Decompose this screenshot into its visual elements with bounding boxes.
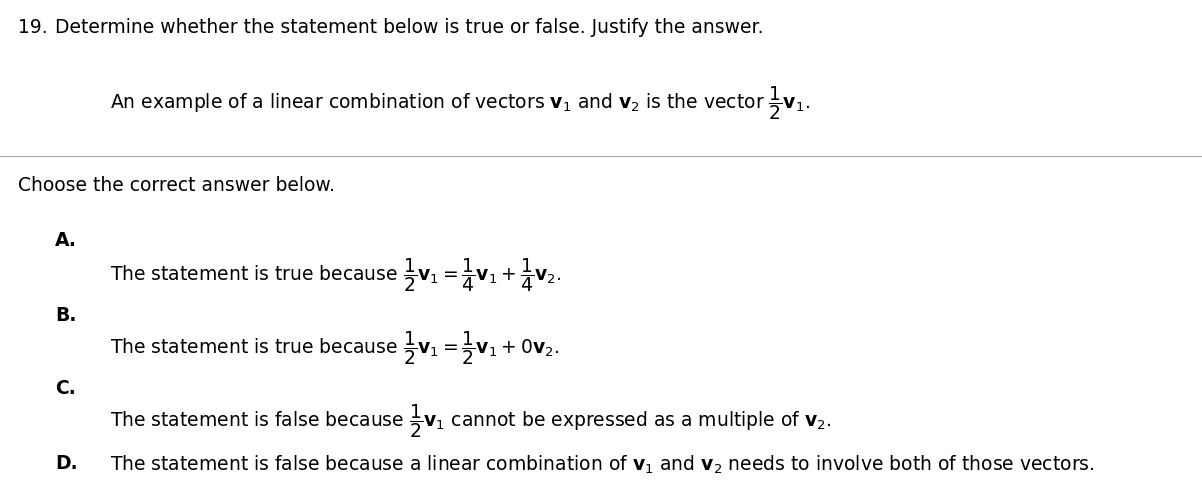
Text: C.: C. [55,379,76,398]
Text: The statement is true because $\dfrac{1}{2}\mathbf{v}_1 = \dfrac{1}{4}\mathbf{v}: The statement is true because $\dfrac{1}… [111,256,561,294]
Text: The statement is false because $\dfrac{1}{2}\mathbf{v}_1$ cannot be expressed as: The statement is false because $\dfrac{1… [111,402,832,440]
Text: 19.: 19. [18,18,48,37]
Text: An example of a linear combination of vectors $\mathbf{v}_1$ and $\mathbf{v}_2$ : An example of a linear combination of ve… [111,84,810,122]
Text: D.: D. [55,454,78,473]
Text: B.: B. [55,306,77,325]
Text: A.: A. [55,231,77,250]
Text: The statement is false because a linear combination of $\mathbf{v}_1$ and $\math: The statement is false because a linear … [111,454,1094,476]
Text: The statement is true because $\dfrac{1}{2}\mathbf{v}_1 = \dfrac{1}{2}\mathbf{v}: The statement is true because $\dfrac{1}… [111,329,559,367]
Text: Choose the correct answer below.: Choose the correct answer below. [18,176,335,195]
Text: Determine whether the statement below is true or false. Justify the answer.: Determine whether the statement below is… [55,18,763,37]
